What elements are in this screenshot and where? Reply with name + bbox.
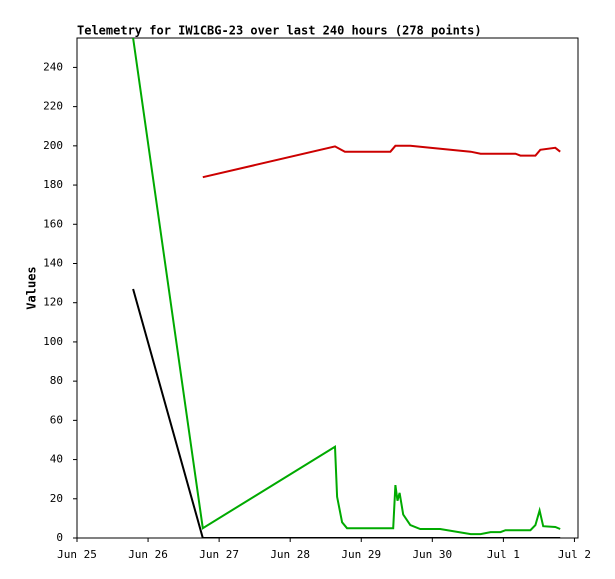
y-tick-label: 100 xyxy=(43,335,63,348)
series-line xyxy=(132,38,561,536)
y-tick-label: 120 xyxy=(43,296,63,309)
y-tick-label: 240 xyxy=(43,60,63,73)
x-tick-label: Jul 2 xyxy=(558,548,591,561)
y-axis-label: Values xyxy=(25,266,39,309)
x-tick-label: Jun 27 xyxy=(199,548,239,561)
plot-frame xyxy=(76,37,579,539)
y-tick-label: 40 xyxy=(50,453,63,466)
y-tick-label: 80 xyxy=(50,374,63,387)
y-tick-label: 200 xyxy=(43,139,63,152)
y-tick-label: 140 xyxy=(43,256,63,269)
y-tick-label: 180 xyxy=(43,178,63,191)
x-tick-label: Jun 25 xyxy=(57,548,97,561)
x-tick-label: Jun 29 xyxy=(341,548,381,561)
y-tick-label: 60 xyxy=(50,413,63,426)
x-tick-label: Jun 26 xyxy=(128,548,168,561)
y-tick-label: 20 xyxy=(50,492,63,505)
x-tick-label: Jun 28 xyxy=(270,548,310,561)
series-line xyxy=(202,144,561,179)
y-tick-label: 220 xyxy=(43,100,63,113)
chart-title: Telemetry for IW1CBG-23 over last 240 ho… xyxy=(77,24,482,38)
x-tick-label: Jul 1 xyxy=(487,548,520,561)
series-line xyxy=(132,288,561,538)
y-tick-label: 0 xyxy=(56,531,63,544)
x-tick-label: Jun 30 xyxy=(412,548,452,561)
y-tick-label: 160 xyxy=(43,217,63,230)
